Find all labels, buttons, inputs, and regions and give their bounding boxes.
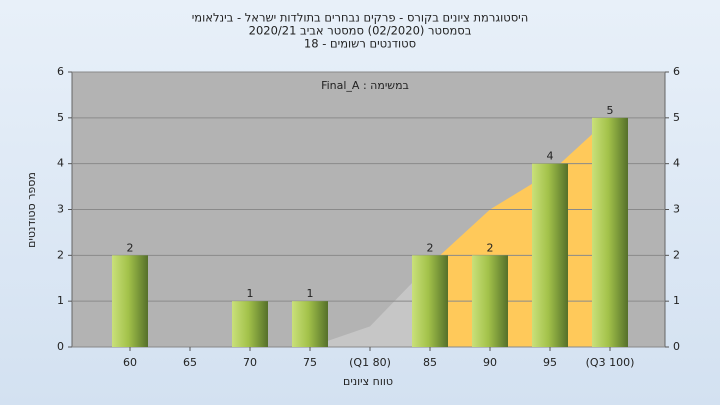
x-tick-label: 90: [483, 356, 497, 369]
y-tick-label: 0: [57, 340, 64, 353]
y-tick-label: 5: [57, 111, 64, 124]
x-tick-label: 60: [123, 356, 137, 369]
x-tick-label: (Q1 80): [349, 356, 391, 369]
y-tick-label: 2: [57, 248, 64, 261]
y-tick-label: 1: [57, 294, 64, 307]
chart-title: היסטוגרמת ציונים בקורס - פרקים נבחרים בת…: [192, 11, 529, 25]
x-tick-label: 75: [303, 356, 317, 369]
y2-tick-label: 5: [673, 111, 680, 124]
y2-tick-label: 0: [673, 340, 680, 353]
data-label: 5: [607, 104, 614, 117]
data-label: 2: [427, 241, 434, 254]
y2-tick-label: 1: [673, 294, 680, 307]
y-axis-label: מספר סטודנטים: [25, 172, 38, 248]
y-tick-label: 4: [57, 157, 64, 170]
y2-tick-label: 4: [673, 157, 680, 170]
bar: [292, 301, 328, 347]
bar: [112, 255, 148, 347]
x-tick-label: 65: [183, 356, 197, 369]
x-tick-label: 85: [423, 356, 437, 369]
bar: [412, 255, 448, 347]
data-label: 4: [547, 150, 554, 163]
bar: [532, 163, 568, 347]
x-tick-label: 95: [543, 356, 557, 369]
x-tick-label: (Q3 100): [586, 356, 635, 369]
x-tick-label: 70: [243, 356, 257, 369]
bar: [592, 117, 628, 347]
bar: [232, 301, 268, 347]
chart-title: בסמסטר (02/2020) סמסטר אביב 2020/21: [249, 24, 472, 38]
data-label: 1: [247, 287, 254, 300]
data-label: 2: [487, 241, 494, 254]
bar: [472, 255, 508, 347]
data-label: 2: [127, 241, 134, 254]
y-tick-label: 6: [57, 65, 64, 78]
data-label: 1: [307, 287, 314, 300]
y2-tick-label: 2: [673, 248, 680, 261]
x-axis-label: טווח ציונים: [343, 375, 393, 388]
y2-tick-label: 6: [673, 65, 680, 78]
chart-title: סטודנטים רשומים - 18: [304, 37, 416, 51]
y-tick-label: 3: [57, 203, 64, 216]
area: [310, 264, 430, 347]
y2-tick-label: 3: [673, 203, 680, 216]
annotation: במשימה : Final_A: [321, 79, 409, 92]
